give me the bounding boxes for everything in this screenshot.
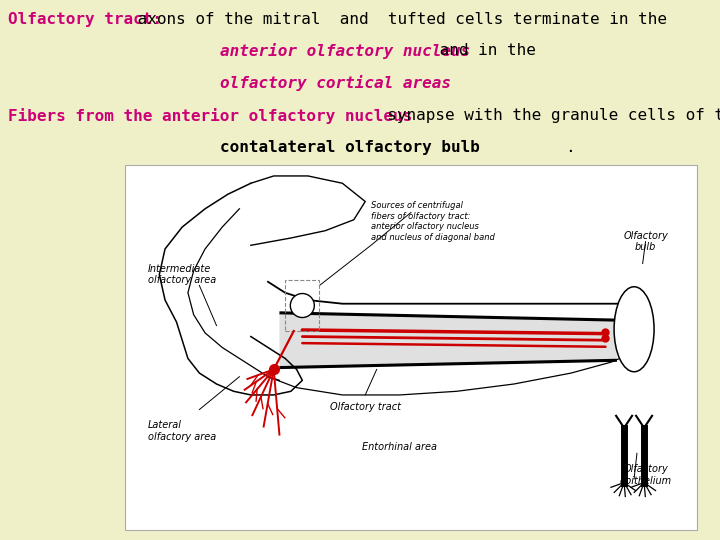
Text: anterior olfactory nucleus: anterior olfactory nucleus [220, 43, 470, 59]
Circle shape [290, 294, 315, 318]
Text: axons of the mitral  and  tufted cells terminate in the: axons of the mitral and tufted cells ter… [128, 12, 667, 27]
Text: olfactory cortical areas: olfactory cortical areas [220, 75, 451, 91]
Ellipse shape [614, 287, 654, 372]
Polygon shape [279, 313, 617, 368]
Text: Olfactory tract: Olfactory tract [330, 402, 401, 412]
Text: Lateral
olfactory area: Lateral olfactory area [148, 421, 216, 442]
Bar [285, 280, 320, 331]
Text: synapse with the granule cells of the: synapse with the granule cells of the [368, 108, 720, 123]
Text: Fibers from the anterior olfactory nucleus: Fibers from the anterior olfactory nucle… [8, 108, 413, 124]
Text: Intermediate
olfactory area: Intermediate olfactory area [148, 264, 216, 285]
Text: Olfactory
epithelium: Olfactory epithelium [619, 464, 672, 486]
Text: and in the: and in the [430, 43, 536, 58]
Bar [125, 165, 697, 530]
Text: Olfactory tract:: Olfactory tract: [8, 12, 162, 27]
Text: Olfactory
bulb: Olfactory bulb [623, 231, 668, 252]
Text: .: . [565, 140, 575, 155]
Text: Sources of centrifugal
fibers of olfactory tract:
anterior olfactory nucleus
and: Sources of centrifugal fibers of olfacto… [371, 201, 495, 242]
Text: Entorhinal area: Entorhinal area [362, 442, 437, 453]
Text: contalateral olfactory bulb: contalateral olfactory bulb [220, 140, 480, 155]
